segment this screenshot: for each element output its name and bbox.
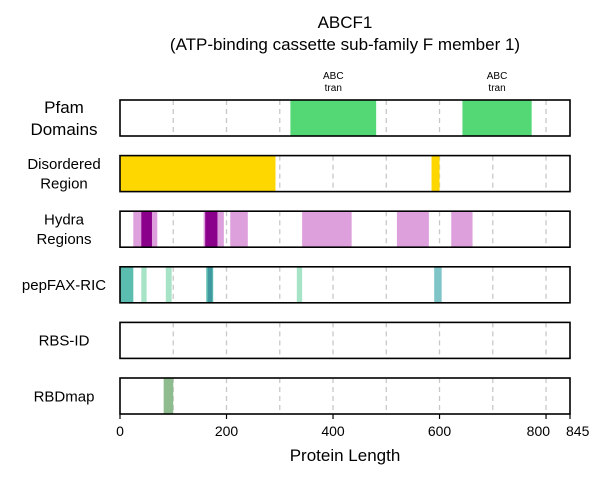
track-label-0-1: Domains	[30, 120, 97, 139]
track-4: RBS-ID	[39, 321, 571, 360]
track-frame-0	[119, 99, 571, 137]
segment-5-0	[163, 378, 174, 414]
segment-0-1	[462, 100, 532, 136]
segment-3-0	[120, 266, 134, 303]
segment-3-2	[165, 266, 172, 303]
track-2: Hydra Regions	[36, 210, 571, 248]
track-label-3-0: pepFAX-RIC	[22, 277, 106, 294]
track-5: RBDmap	[34, 377, 571, 415]
segment-3-5	[296, 266, 303, 303]
segment-1-1	[431, 155, 440, 192]
segment-2-4	[230, 211, 248, 248]
segment-annotation-line: tran	[325, 83, 342, 94]
chart-subtitle: (ATP-binding cassette sub-family F membe…	[170, 35, 520, 54]
segment-2-6	[396, 211, 429, 248]
segment-1-0	[120, 155, 276, 192]
tracks-layer: PfamDomainsABCtranABCtranDisorderedRegio…	[22, 71, 571, 415]
segment-2-5	[302, 211, 352, 248]
track-label-2-1: Regions	[36, 231, 91, 248]
segment-3-1	[141, 266, 147, 303]
x-tick-label: 400	[321, 423, 345, 439]
x-tick-label: 0	[116, 423, 124, 439]
track-3: pepFAX-RIC	[22, 265, 571, 304]
track-frame-4	[119, 321, 571, 360]
segment-annotation-line: ABC	[487, 71, 508, 82]
segment-2-3	[205, 211, 218, 248]
x-tick-label: 600	[428, 423, 452, 439]
segment-0-0	[290, 100, 377, 136]
track-label-4-0: RBS-ID	[39, 333, 90, 350]
segment-annotation-line: tran	[488, 83, 505, 94]
track-1: Disordered Region	[27, 154, 571, 193]
x-axis-label: Protein Length	[290, 446, 401, 465]
segment-3-4	[207, 266, 213, 303]
segment-3-6	[434, 266, 442, 303]
x-tick-label: 200	[215, 423, 239, 439]
track-label-5-0: RBDmap	[34, 388, 95, 405]
chart-title: ABCF1	[318, 13, 373, 32]
segment-2-7	[451, 211, 473, 248]
x-axis: 0 200 400 600 800 845	[116, 414, 590, 439]
track-frame-2	[119, 210, 571, 248]
track-frame-3	[119, 265, 571, 304]
segment-2-1	[141, 211, 152, 248]
track-label-1-0: Disordered	[27, 156, 100, 173]
segment-annotation-line: ABC	[323, 71, 344, 82]
x-tick-label: 845	[566, 423, 590, 439]
track-frame-5	[119, 377, 571, 415]
track-label-1-1: Region	[40, 176, 88, 193]
track-frame-1	[119, 154, 571, 193]
x-tick-label: 800	[527, 423, 551, 439]
track-label-0-0: Pfam	[44, 98, 84, 117]
track-label-2-0: Hydra	[44, 212, 85, 229]
